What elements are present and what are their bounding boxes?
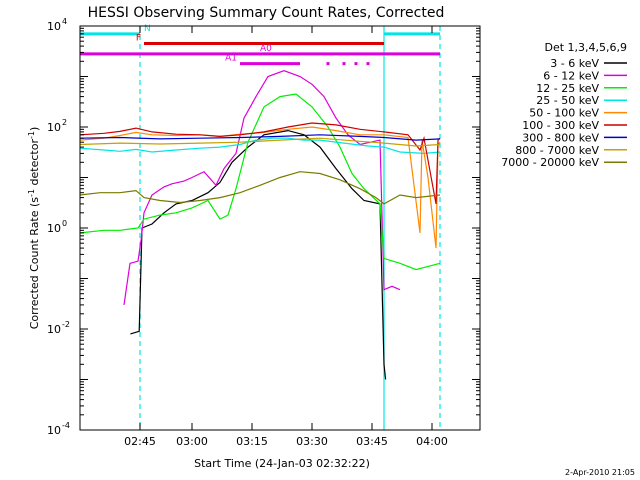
y-axis-label: Corrected Count Rate (s-1 detector-1) [27,127,41,330]
series-line-7 [79,134,441,141]
plot-area: NF A0 A1 [79,24,441,430]
legend-label-4: 25 - 50 keV [536,94,599,107]
x-axis-label: Start Time (24-Jan-03 02:32:22) [194,457,370,470]
legend-label-3: 12 - 25 keV [536,82,599,95]
series-line-5 [79,126,441,249]
series-line-3 [79,93,441,271]
chart-title: HESSI Observing Summary Count Rates, Cor… [88,5,445,21]
y-tick-label-3: 10 [47,222,61,235]
y-tick-label-2: 10 [47,323,61,336]
x-tick-label-4: 03:30 [296,435,328,448]
interval-dot-a1-4 [366,62,370,66]
x-tick-label-1: 02:45 [124,435,156,448]
footer-timestamp: 2-Apr-2010 21:05 [565,468,635,477]
series-line-1 [130,129,387,380]
x-tick-label-2: 03:00 [176,435,208,448]
y-tick-exponent-1: -4 [62,421,70,430]
interval-dot-a1-2 [342,62,346,66]
legend-label-1: 3 - 6 keV [550,57,599,70]
y-tick-label-5: 10 [47,20,61,33]
y-tick-label-4: 10 [47,121,61,134]
x-tick-label-6: 04:00 [416,435,448,448]
x-axis-ticks: 02:45 03:00 03:15 03:30 03:45 04:00 [124,26,448,448]
legend-label-6: 100 - 300 keV [522,119,599,132]
interval-dot-a1-3 [354,62,358,66]
legend-label-7: 300 - 800 keV [522,131,599,144]
y-tick-label-1: 10 [47,424,61,437]
series-line-4 [79,137,441,155]
series-line-6 [79,122,441,205]
y-tick-exponent-2: -2 [62,320,70,329]
y-tick-exponent-3: 0 [62,219,67,228]
legend-title: Det 1,3,4,5,6,9 [544,41,627,54]
interval-label-f: F [136,34,141,44]
y-tick-exponent-4: 2 [62,118,67,127]
x-tick-label-3: 03:15 [236,435,268,448]
legend-label-8: 800 - 7000 keV [515,144,599,157]
y-tick-exponent-5: 4 [62,17,67,26]
x-tick-label-5: 03:45 [356,435,388,448]
legend-label-2: 6 - 12 keV [543,69,599,82]
interval-label-n: N [144,24,151,34]
series-line-9 [79,171,441,205]
interval-label-a1: A1 [225,54,237,64]
interval-dot-a1-1 [326,62,330,66]
legend-label-5: 50 - 100 keV [529,107,599,120]
series-line-8 [79,137,441,147]
legend-label-9: 7000 - 20000 keV [501,156,599,169]
series-line-2 [123,70,401,305]
interval-label-a0: A0 [260,44,272,54]
